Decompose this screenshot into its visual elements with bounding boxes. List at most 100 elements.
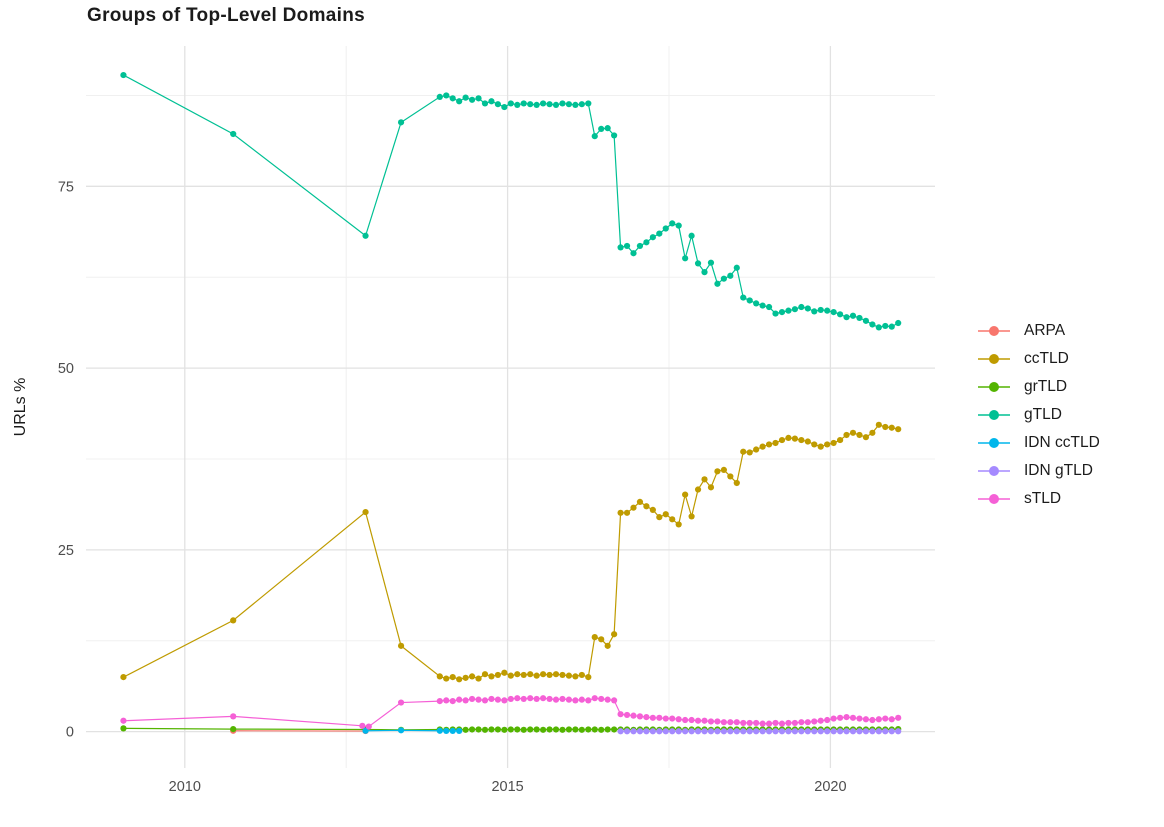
series-point-grtld xyxy=(540,726,547,733)
legend-item-cctld: ccTLD xyxy=(976,348,1100,369)
series-point-stld xyxy=(630,712,637,719)
series-point-stld xyxy=(533,695,540,703)
series-point-cctld xyxy=(882,423,889,431)
series-point-cctld xyxy=(636,498,644,505)
series-point-stld xyxy=(585,697,592,704)
series-point-gtld xyxy=(501,103,508,111)
series-point-cctld xyxy=(675,521,682,528)
series-point-stld xyxy=(804,719,811,726)
series-point-stld xyxy=(875,716,882,723)
series-point-cctld xyxy=(727,473,734,480)
series-point-idn-gtld xyxy=(662,728,669,735)
series-point-gtld xyxy=(481,100,489,107)
series-point-gtld xyxy=(611,132,618,139)
series-point-cctld xyxy=(481,671,489,678)
series-point-stld xyxy=(611,697,618,704)
series-point-stld xyxy=(694,717,702,724)
series-point-cctld xyxy=(682,491,689,498)
series-point-idn-gtld xyxy=(856,728,863,735)
series-point-stld xyxy=(733,719,740,726)
series-point-stld xyxy=(591,695,598,702)
series-point-grtld xyxy=(604,726,611,733)
series-point-gtld xyxy=(675,222,682,229)
series-point-cctld xyxy=(494,671,502,679)
series-point-gtld xyxy=(578,101,585,108)
series-point-cctld xyxy=(468,673,476,680)
series-point-idn-gtld xyxy=(617,728,624,735)
series-point-cctld xyxy=(746,449,753,456)
series-point-gtld xyxy=(362,232,369,239)
series-point-gtld xyxy=(527,101,534,108)
series-point-cctld xyxy=(895,426,902,433)
series-point-idn-gtld xyxy=(759,728,766,735)
series-point-idn-gtld xyxy=(694,728,702,735)
series-point-stld xyxy=(778,720,786,727)
series-point-stld xyxy=(836,714,844,721)
series-point-stld xyxy=(740,719,747,727)
series-point-idn-gtld xyxy=(836,728,844,735)
series-point-stld xyxy=(675,716,682,723)
legend-key-icon xyxy=(978,465,1010,476)
series-point-idn-gtld xyxy=(630,728,637,735)
series-point-stld xyxy=(552,696,560,703)
series-point-stld xyxy=(669,715,676,722)
legend-item-arpa: ARPA xyxy=(976,320,1100,341)
series-point-gtld xyxy=(746,297,753,304)
series-point-cctld xyxy=(772,439,779,447)
series-point-stld xyxy=(501,697,508,704)
series-point-gtld xyxy=(533,101,540,108)
series-point-cctld xyxy=(488,673,495,680)
series-point-gtld xyxy=(720,275,727,282)
series-point-gtld xyxy=(636,242,644,250)
series-point-idn-gtld xyxy=(675,728,682,735)
series-point-gtld xyxy=(843,314,850,321)
series-point-stld xyxy=(798,719,805,726)
series-point-gtld xyxy=(565,101,573,108)
series-point-cctld xyxy=(559,671,566,679)
series-point-cctld xyxy=(514,671,521,678)
series-point-gtld xyxy=(669,220,676,227)
series-line-cctld xyxy=(123,424,899,680)
series-point-gtld xyxy=(443,92,450,99)
series-point-stld xyxy=(546,695,553,703)
series-point-cctld xyxy=(623,509,631,516)
y-tick-label: 75 xyxy=(58,179,74,195)
legend-label: grTLD xyxy=(1024,377,1068,395)
y-tick-label: 25 xyxy=(58,543,74,559)
series-point-idn-gtld xyxy=(811,728,818,735)
legend-item-idn-cctld: IDN ccTLD xyxy=(976,432,1100,453)
series-point-stld xyxy=(720,719,727,726)
series-point-gtld xyxy=(856,314,863,322)
series-point-stld xyxy=(824,716,831,724)
series-point-cctld xyxy=(759,443,766,450)
series-point-idn-gtld xyxy=(656,728,663,735)
series-point-stld xyxy=(443,697,450,704)
series-point-stld xyxy=(882,715,889,722)
series-point-stld xyxy=(578,696,585,703)
series-point-stld xyxy=(636,713,644,720)
series-point-stld xyxy=(120,717,127,724)
legend-label: ccTLD xyxy=(1024,349,1069,367)
series-point-cctld xyxy=(720,466,727,473)
series-point-stld xyxy=(365,723,372,730)
series-point-stld xyxy=(520,695,527,703)
series-point-idn-gtld xyxy=(649,728,656,735)
series-point-gtld xyxy=(882,322,889,330)
series-point-gtld xyxy=(591,133,598,140)
series-point-stld xyxy=(830,715,837,722)
series-point-idn-gtld xyxy=(830,728,837,735)
series-point-idn-gtld xyxy=(688,728,695,735)
series-point-stld xyxy=(817,717,824,724)
series-point-cctld xyxy=(688,513,695,520)
series-point-idn-gtld xyxy=(707,728,715,735)
series-point-grtld xyxy=(591,726,598,733)
series-point-idn-gtld xyxy=(875,728,882,735)
series-point-gtld xyxy=(759,302,766,309)
series-point-stld xyxy=(791,719,798,727)
series-point-stld xyxy=(869,716,876,724)
series-point-cctld xyxy=(849,429,857,436)
series-point-gtld xyxy=(682,255,689,262)
series-point-stld xyxy=(559,695,566,703)
series-point-cctld xyxy=(862,434,870,441)
